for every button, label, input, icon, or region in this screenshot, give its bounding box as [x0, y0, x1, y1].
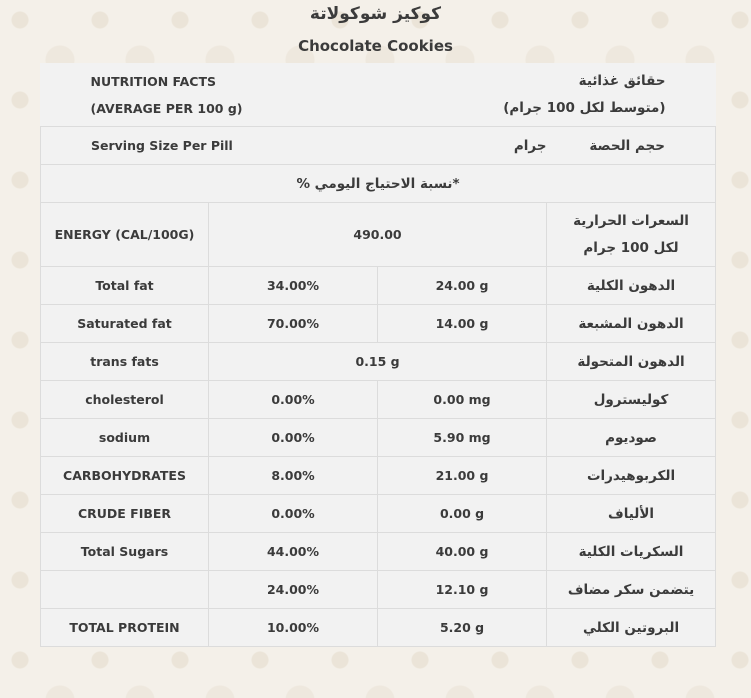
- nutrient-amount: 5.20 g: [377, 608, 548, 647]
- header-en: NUTRITION FACTS (AVERAGE PER 100 g): [40, 63, 378, 127]
- nutrient-ar: الدهون المشبعة: [546, 304, 717, 343]
- nutrient-ar: البروتين الكلي: [546, 608, 717, 647]
- serving-value: جرام: [377, 126, 547, 165]
- nutrient-amount: 0.00 mg: [377, 380, 548, 419]
- nutrient-daily-pct: 70.00%: [207, 304, 379, 343]
- nutrient-en: CRUDE FIBER: [40, 494, 209, 533]
- nutrient-ar: الألياف: [546, 494, 717, 533]
- nutrient-amount: 40.00 g: [377, 532, 548, 571]
- table-row: CARBOHYDRATES 8.00% 21.00 g الكربوهيدرات: [40, 456, 717, 495]
- table-row: TOTAL PROTEIN 10.00% 5.20 g البروتين الكلي: [40, 608, 717, 647]
- title-arabic: كوكيز شوكولاتة: [309, 4, 442, 24]
- serving-en: Serving Size Per Pill: [39, 126, 378, 165]
- header-row: NUTRITION FACTS (AVERAGE PER 100 g) حقائق…: [40, 63, 716, 127]
- nutrient-amount: 24.00 g: [377, 266, 548, 305]
- nutrient-en: trans fats: [40, 342, 209, 381]
- energy-ar: السعرات الحرارية لكل 100 جرام: [546, 202, 717, 267]
- nutrient-ar: الكربوهيدرات: [546, 456, 717, 495]
- nutrient-ar: يتضمن سكر مضاف: [546, 570, 717, 609]
- daily-note: *نسبة الاحتياج اليومي %: [39, 164, 717, 203]
- energy-row: ENERGY (CAL/100G) 490.00 السعرات الحراري…: [40, 202, 717, 267]
- nutrient-en: sodium: [40, 418, 209, 457]
- nutrient-en: Total Sugars: [40, 532, 209, 571]
- header-en-line2: (AVERAGE PER 100 g): [90, 100, 243, 116]
- header-en-line1: NUTRITION FACTS: [90, 73, 217, 89]
- table-row: Saturated fat 70.00% 14.00 g الدهون المشبعة: [40, 304, 717, 343]
- nutrient-daily-pct: 0.00%: [207, 418, 379, 457]
- energy-ar-line2: لكل 100 جرام: [583, 239, 679, 256]
- header-ar: حقائق غذائية (متوسط لكل 100 جرام): [377, 63, 716, 127]
- nutrient-en: CARBOHYDRATES: [40, 456, 209, 495]
- nutrient-daily-pct: 34.00%: [207, 266, 379, 305]
- nutrient-amount: 0.15 g: [207, 342, 548, 381]
- nutrient-ar: الدهون المتحولة: [546, 342, 717, 381]
- nutrient-en: cholesterol: [40, 380, 209, 419]
- nutrient-en: Saturated fat: [40, 304, 209, 343]
- nutrient-ar: السكريات الكلية: [546, 532, 717, 571]
- nutrient-daily-pct: 0.00%: [207, 380, 379, 419]
- table-row: cholesterol 0.00% 0.00 mg كوليسترول: [40, 380, 717, 419]
- nutrient-amount: 21.00 g: [377, 456, 548, 495]
- nutrient-en: TOTAL PROTEIN: [40, 608, 209, 647]
- nutrition-table: NUTRITION FACTS (AVERAGE PER 100 g) حقائق…: [39, 63, 717, 647]
- nutrient-ar: صوديوم: [546, 418, 717, 457]
- energy-value: 490.00: [207, 202, 548, 267]
- header-ar-line2: (متوسط لكل 100 جرام): [503, 99, 666, 116]
- table-row: Total fat 34.00% 24.00 g الدهون الكلية: [40, 266, 717, 305]
- table-row: 24.00% 12.10 g يتضمن سكر مضاف: [40, 570, 717, 609]
- nutrient-daily-pct: 10.00%: [207, 608, 379, 647]
- table-row: sodium 0.00% 5.90 mg صوديوم: [40, 418, 717, 457]
- nutrient-en: [40, 570, 209, 609]
- table-row: Total Sugars 44.00% 40.00 g السكريات الكلية: [40, 532, 717, 571]
- nutrient-daily-pct: 0.00%: [207, 494, 379, 533]
- nutrient-amount: 5.90 mg: [377, 418, 548, 457]
- energy-ar-line1: السعرات الحرارية: [573, 212, 689, 229]
- nutrient-en: Total fat: [40, 266, 209, 305]
- nutrient-ar: الدهون الكلية: [546, 266, 717, 305]
- nutrient-daily-pct: 24.00%: [207, 570, 379, 609]
- energy-en: ENERGY (CAL/100G): [40, 202, 209, 267]
- serving-ar: حجم الحصة: [546, 126, 717, 165]
- serving-row: Serving Size Per Pill جرام حجم الحصة: [39, 126, 717, 165]
- nutrient-ar: كوليسترول: [546, 380, 717, 419]
- nutrient-daily-pct: 8.00%: [207, 456, 379, 495]
- table-row: trans fats 0.15 g الدهون المتحولة: [40, 342, 717, 381]
- nutrient-daily-pct: 44.00%: [207, 532, 379, 571]
- title-english: Chocolate Cookies: [298, 37, 453, 55]
- header-ar-line1: حقائق غذائية: [578, 72, 666, 89]
- table-row: CRUDE FIBER 0.00% 0.00 g الألياف: [40, 494, 717, 533]
- daily-note-row: *نسبة الاحتياج اليومي %: [39, 164, 717, 203]
- nutrient-amount: 12.10 g: [377, 570, 548, 609]
- nutrient-amount: 14.00 g: [377, 304, 548, 343]
- nutrient-amount: 0.00 g: [377, 494, 548, 533]
